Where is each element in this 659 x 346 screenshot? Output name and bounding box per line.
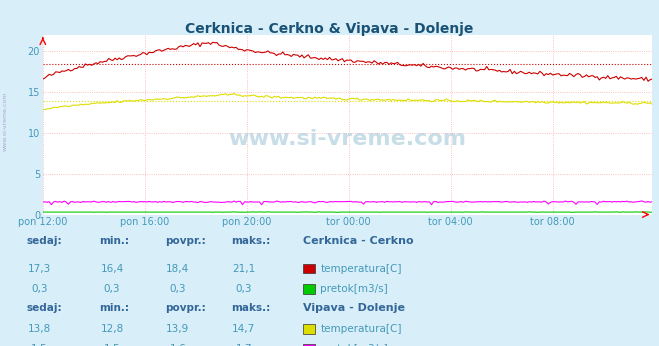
Text: 0,3: 0,3 <box>169 284 186 294</box>
Text: 14,7: 14,7 <box>232 324 256 334</box>
Text: 13,8: 13,8 <box>28 324 51 334</box>
Text: Cerknica - Cerkno: Cerknica - Cerkno <box>303 236 414 246</box>
Text: 0,3: 0,3 <box>31 284 48 294</box>
Text: www.si-vreme.com: www.si-vreme.com <box>229 129 467 149</box>
Text: 12,8: 12,8 <box>100 324 124 334</box>
Text: 21,1: 21,1 <box>232 264 256 274</box>
Text: 17,3: 17,3 <box>28 264 51 274</box>
Text: pretok[m3/s]: pretok[m3/s] <box>320 344 388 346</box>
Text: 1,5: 1,5 <box>31 344 48 346</box>
Text: maks.:: maks.: <box>231 236 270 246</box>
Text: min.:: min.: <box>99 236 129 246</box>
Text: 16,4: 16,4 <box>100 264 124 274</box>
Text: Vipava - Dolenje: Vipava - Dolenje <box>303 303 405 313</box>
Text: www.si-vreme.com: www.si-vreme.com <box>3 91 8 151</box>
Text: 18,4: 18,4 <box>166 264 190 274</box>
Text: povpr.:: povpr.: <box>165 303 206 313</box>
Text: sedaj:: sedaj: <box>26 236 62 246</box>
Text: 1,5: 1,5 <box>103 344 121 346</box>
Text: povpr.:: povpr.: <box>165 236 206 246</box>
Text: maks.:: maks.: <box>231 303 270 313</box>
Text: Cerknica - Cerkno & Vipava - Dolenje: Cerknica - Cerkno & Vipava - Dolenje <box>185 22 474 36</box>
Text: min.:: min.: <box>99 303 129 313</box>
Text: 0,3: 0,3 <box>103 284 121 294</box>
Text: 1,7: 1,7 <box>235 344 252 346</box>
Text: temperatura[C]: temperatura[C] <box>320 264 402 274</box>
Text: 13,9: 13,9 <box>166 324 190 334</box>
Text: pretok[m3/s]: pretok[m3/s] <box>320 284 388 294</box>
Text: temperatura[C]: temperatura[C] <box>320 324 402 334</box>
Text: 1,6: 1,6 <box>169 344 186 346</box>
Text: 0,3: 0,3 <box>235 284 252 294</box>
Text: sedaj:: sedaj: <box>26 303 62 313</box>
